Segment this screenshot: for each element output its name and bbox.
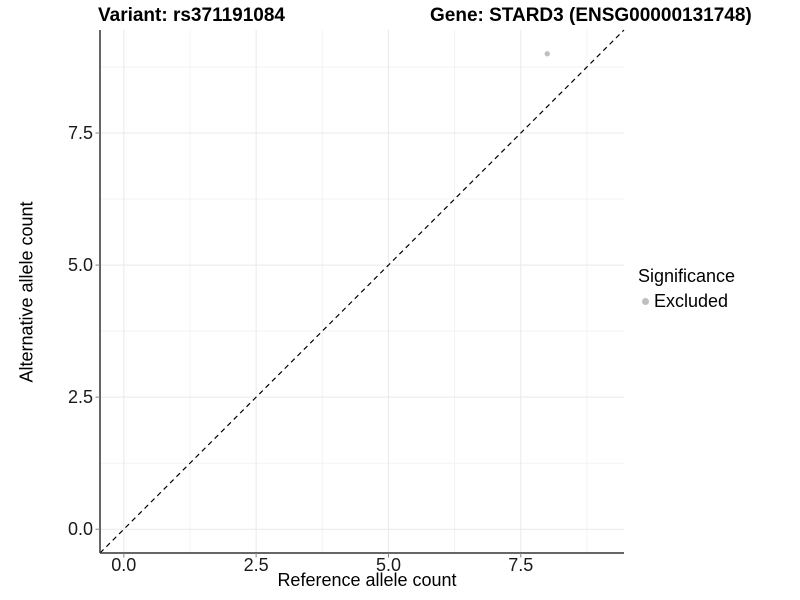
- legend-item-excluded: Excluded: [638, 290, 735, 312]
- plot-title-gene: Gene: STARD3 (ENSG00000131748): [430, 5, 752, 26]
- x-tick-label: 7.5: [508, 555, 533, 575]
- x-axis-title: Reference allele count: [277, 570, 457, 590]
- x-tick-label: 2.5: [244, 555, 269, 575]
- legend-item-label: Excluded: [654, 290, 729, 311]
- legend-point-swatch: [642, 297, 649, 305]
- y-tick-label: 0.0: [68, 519, 93, 539]
- data-point: [544, 51, 550, 57]
- y-axis-title: Alternative allele count: [16, 201, 37, 383]
- plot-title-variant: Variant: rs371191084: [98, 5, 285, 26]
- identity-reference-line: [99, 29, 625, 554]
- legend: Significance Excluded: [638, 266, 735, 312]
- legend-title: Significance: [638, 266, 736, 286]
- x-tick-label: 0.0: [111, 555, 136, 575]
- y-tick-label: 5.0: [68, 255, 93, 275]
- x-tick-label: 5.0: [376, 555, 401, 575]
- y-tick-label: 2.5: [68, 387, 93, 407]
- y-tick-label: 7.5: [68, 123, 93, 143]
